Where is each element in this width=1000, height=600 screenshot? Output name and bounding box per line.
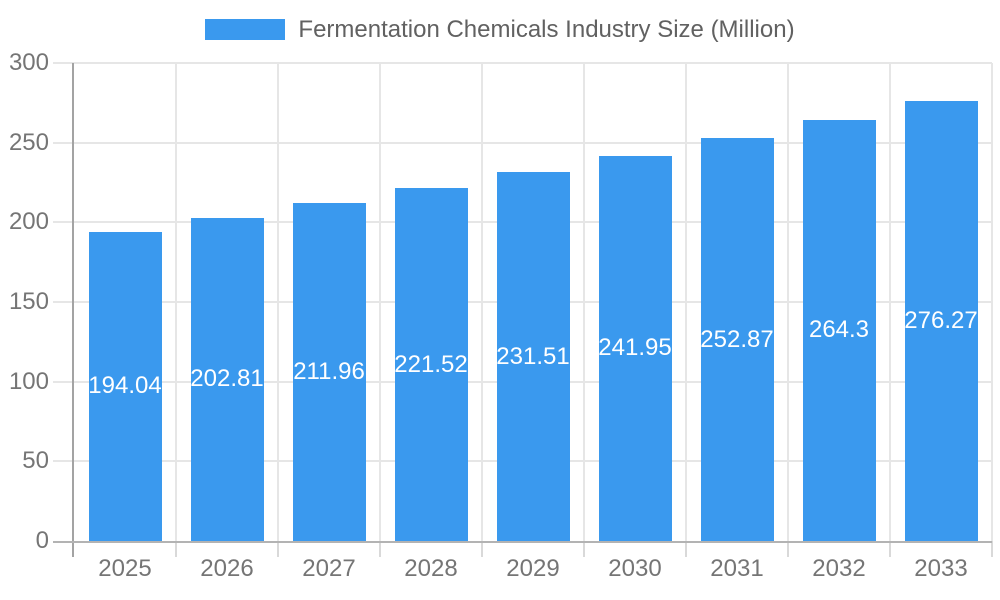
bar[interactable] [190,217,264,541]
y-tick-label: 100 [8,367,49,395]
bar[interactable] [598,155,672,541]
y-axis-line [72,63,74,557]
bar-value-label: 194.04 [88,372,162,400]
y-tick-label: 0 [35,527,49,554]
bar-value-label: 264.3 [808,316,870,344]
bar-value-label: 231.51 [496,342,570,370]
x-axis-tick [787,541,789,557]
v-gridline [481,63,483,541]
x-axis-tick [175,541,177,557]
x-axis-tick [889,541,891,557]
v-gridline [685,63,687,541]
bar-value-label: 252.87 [700,325,774,353]
bar[interactable] [292,203,366,541]
x-axis-tick [991,541,993,557]
x-tick-label: 2033 [914,555,968,582]
x-tick-label: 2025 [98,555,152,582]
x-axis-tick [379,541,381,557]
y-tick-label: 200 [8,208,49,236]
x-axis-tick [277,541,279,557]
x-tick-label: 2029 [506,555,560,582]
plot-area: 194.04 202.81 211.96 221.52 231.51 241.95 252.… [53,62,993,557]
x-tick-label: 2031 [710,555,764,582]
v-gridline [175,63,177,541]
legend-label: Fermentation Chemicals Industry Size (Mi… [298,16,795,43]
x-tick-label: 2028 [404,555,458,582]
bar[interactable] [802,119,876,541]
y-tick-label: 250 [8,128,49,156]
y-tick-label: 150 [8,288,49,315]
h-gridline [53,141,992,144]
bar-value-label: 276.27 [904,306,978,334]
bar-value-label: 241.95 [598,334,672,362]
bar[interactable] [496,172,570,541]
legend[interactable]: Fermentation Chemicals Industry Size (Mi… [0,16,1000,44]
x-tick-label: 2032 [812,555,866,582]
x-tick-label: 2030 [608,555,662,582]
v-gridline [379,63,381,541]
v-gridline [889,63,891,541]
x-tick-label: 2026 [200,555,254,582]
v-gridline [277,63,279,541]
x-axis-tick [583,541,585,557]
v-gridline [991,63,993,541]
y-tick-label: 300 [8,49,49,76]
v-gridline [583,63,585,541]
x-axis-line [53,541,992,543]
bar-value-label: 211.96 [293,358,365,386]
legend-swatch [205,19,286,41]
x-axis-tick [481,541,483,557]
bar-value-label: 221.52 [394,350,468,378]
bar[interactable] [904,100,978,541]
h-gridline [53,62,992,64]
y-axis-labels: 0 50 100 150 200 250 300 [0,51,49,553]
bar[interactable] [88,231,162,541]
bar[interactable] [394,188,468,541]
v-gridline [787,63,789,541]
x-tick-label: 2027 [302,555,356,582]
y-tick-label: 50 [22,447,49,475]
x-axis-tick [685,541,687,557]
bar[interactable] [700,138,774,541]
x-axis-labels: 2025 2026 2027 2028 2029 2030 2031 2032 2033 [74,555,992,588]
bar-value-label: 202.81 [190,365,264,393]
